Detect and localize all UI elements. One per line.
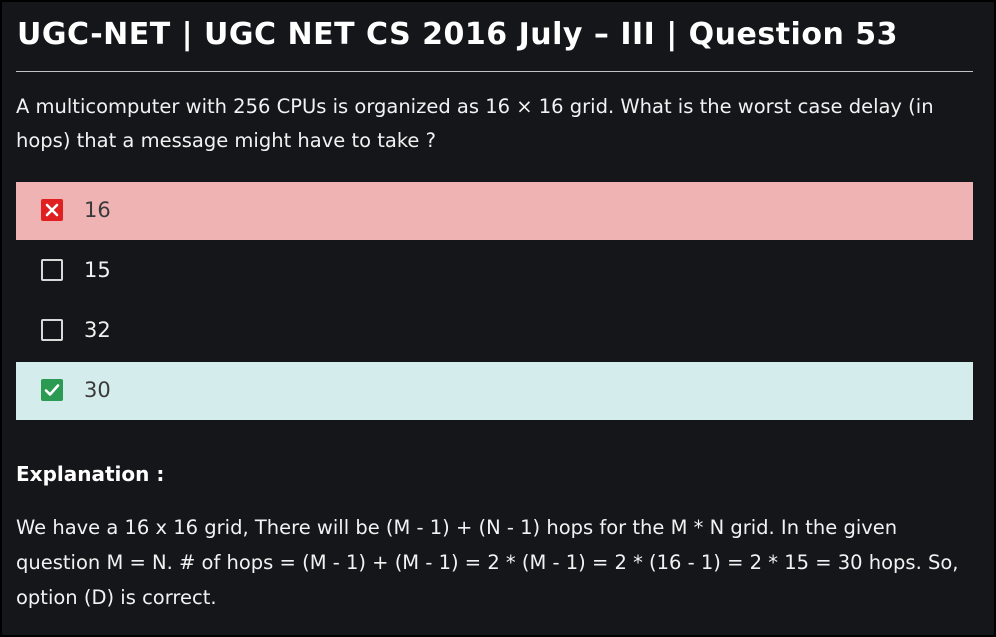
empty-checkbox-icon[interactable] [41, 259, 63, 281]
option-label: 15 [84, 258, 111, 282]
page-title: UGC-NET | UGC NET CS 2016 July – III | Q… [17, 17, 898, 52]
empty-checkbox-icon[interactable] [41, 319, 63, 341]
option-a[interactable]: 16 [16, 182, 973, 240]
question-text: A multicomputer with 256 CPUs is organiz… [16, 95, 934, 152]
option-c[interactable]: 32 [16, 302, 973, 360]
cross-icon[interactable] [41, 199, 63, 221]
explanation-heading: Explanation : [16, 462, 165, 486]
explanation-text: We have a 16 x 16 grid, There will be (M… [16, 516, 959, 609]
check-icon[interactable] [41, 379, 63, 401]
title-divider [16, 71, 973, 72]
option-label: 30 [84, 378, 111, 402]
option-d[interactable]: 30 [16, 362, 973, 420]
option-label: 16 [84, 198, 111, 222]
option-label: 32 [84, 318, 111, 342]
option-b[interactable]: 15 [16, 242, 973, 300]
